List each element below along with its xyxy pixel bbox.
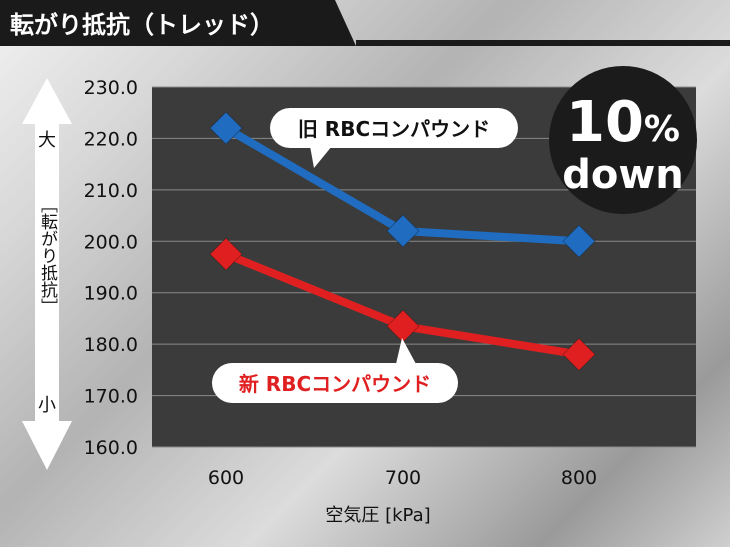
- magnitude-arrow: [22, 78, 72, 470]
- x-tick-labels: 600 700 800: [208, 467, 597, 489]
- callout-old-box: [270, 108, 518, 148]
- y-tick-label: 180.0: [84, 334, 138, 356]
- x-tick-label: 800: [561, 467, 597, 489]
- y-tick-label: 230.0: [84, 77, 138, 99]
- side-label-top: 大: [38, 130, 56, 151]
- badge-line1: 10%: [566, 90, 680, 155]
- badge-line2: down: [562, 152, 684, 198]
- data-point: [209, 111, 243, 145]
- x-axis-label: 空気圧 [kPa]: [325, 505, 430, 526]
- y-tick-label: 200.0: [84, 231, 138, 253]
- y-tick-label: 220.0: [84, 128, 138, 150]
- callout-old-pointer: [310, 146, 332, 168]
- badge-circle: [549, 66, 697, 214]
- data-point: [386, 214, 420, 248]
- side-label-bottom: 小: [38, 395, 56, 416]
- legend-callout-old: 旧 RBCコンパウンド: [270, 108, 518, 168]
- badge-percent: %: [644, 109, 680, 150]
- legend-callout-new: 新 RBCコンパウンド: [212, 338, 458, 403]
- data-point: [562, 224, 596, 258]
- callout-new-box: [212, 363, 458, 403]
- reduction-badge: 10% down: [549, 66, 697, 214]
- callout-new-pointer: [396, 338, 416, 364]
- header-rule: [356, 40, 730, 46]
- y-tick-label: 210.0: [84, 180, 138, 202]
- badge-number: 10: [566, 90, 644, 155]
- x-tick-label: 700: [385, 467, 421, 489]
- data-point: [209, 237, 243, 271]
- x-tick-label: 600: [208, 467, 244, 489]
- chart-title: 転がり抵抗（トレッド）: [10, 11, 274, 39]
- series-old: [209, 111, 596, 258]
- callout-old-label: 旧 RBCコンパウンド: [298, 117, 490, 141]
- side-label-middle: ［転がり抵抗］: [37, 196, 58, 315]
- y-tick-label: 190.0: [84, 283, 138, 305]
- y-tick-labels: 160.0 170.0 180.0 190.0 200.0 210.0 220.0 230.0: [84, 77, 138, 459]
- data-point: [562, 337, 596, 372]
- series-new: [209, 237, 596, 372]
- series: [209, 111, 596, 372]
- y-tick-label: 170.0: [84, 386, 138, 408]
- y-tick-label: 160.0: [84, 437, 138, 459]
- header-bar: [0, 0, 356, 46]
- callout-new-label: 新 RBCコンパウンド: [239, 372, 431, 396]
